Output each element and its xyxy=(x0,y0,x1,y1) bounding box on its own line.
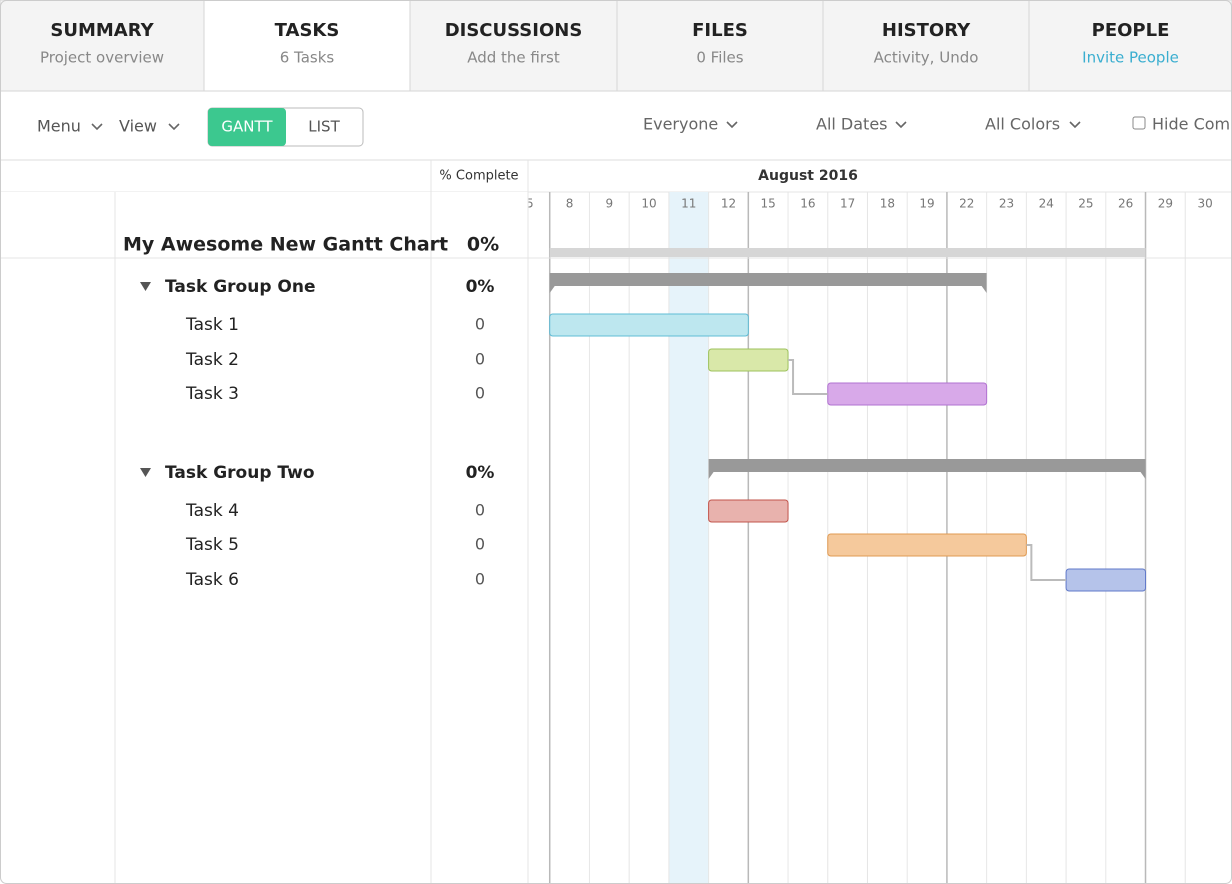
tab-subtitle: Add the first xyxy=(467,49,560,67)
dependency-line xyxy=(788,359,828,395)
day-label: 26 xyxy=(1118,197,1133,211)
tab-subtitle: 0 Files xyxy=(696,49,743,67)
task-complete: 0 xyxy=(475,501,485,520)
task-name[interactable]: Task 3 xyxy=(185,384,239,404)
day-label: 11 xyxy=(681,197,696,211)
day-label: 18 xyxy=(880,197,895,211)
task-name[interactable]: Task 6 xyxy=(185,570,239,590)
menu-button[interactable]: Menu xyxy=(37,117,81,136)
day-label: 30 xyxy=(1197,197,1212,211)
day-label: 22 xyxy=(959,197,974,211)
task-bar[interactable] xyxy=(549,313,749,337)
hide-completed-checkbox[interactable] xyxy=(1132,116,1146,130)
tab[interactable] xyxy=(0,0,205,92)
day-label: 19 xyxy=(919,197,934,211)
project-complete: 0% xyxy=(467,234,499,256)
day-label: 24 xyxy=(1039,197,1054,211)
task-bar[interactable] xyxy=(708,348,789,372)
chevron xyxy=(168,123,180,131)
tab-title[interactable]: DISCUSSIONS xyxy=(445,20,583,41)
group-bar xyxy=(549,273,987,293)
tab-title[interactable]: HISTORY xyxy=(882,20,971,41)
day-label: 16 xyxy=(800,197,815,211)
complete-header: % Complete xyxy=(439,169,518,184)
project-name: My Awesome New Gantt Chart xyxy=(123,234,448,256)
day-label: 10 xyxy=(641,197,656,211)
dependency-line xyxy=(1026,544,1067,581)
task-complete: 0 xyxy=(475,535,485,554)
group-name[interactable]: Task Group One xyxy=(165,277,316,297)
group-bar xyxy=(708,459,1146,479)
gantt-toggle-label[interactable]: GANTT xyxy=(221,118,273,136)
day-label: 15 xyxy=(761,197,776,211)
gantt-toggle[interactable] xyxy=(208,108,286,146)
task-name[interactable]: Task 1 xyxy=(185,315,239,335)
task-name[interactable]: Task 2 xyxy=(185,350,239,370)
filter-dropdown[interactable]: Everyone xyxy=(643,115,718,134)
task-complete: 0 xyxy=(475,570,485,589)
day-label: 29 xyxy=(1158,197,1173,211)
task-complete: 0 xyxy=(475,384,485,403)
view-button[interactable]: View xyxy=(119,117,157,136)
filter-dropdown[interactable]: All Colors xyxy=(985,115,1060,134)
hide-completed-label[interactable]: Hide Completed xyxy=(1152,115,1232,134)
day-label: 25 xyxy=(1078,197,1093,211)
chevron xyxy=(726,121,738,129)
task-name[interactable]: Task 4 xyxy=(185,501,239,521)
tab-subtitle: Project overview xyxy=(40,49,164,67)
task-bar[interactable] xyxy=(1065,568,1147,592)
task-bar[interactable] xyxy=(708,499,789,523)
tab[interactable] xyxy=(1028,0,1232,92)
tab-title[interactable]: SUMMARY xyxy=(50,20,154,41)
day-label: 8 xyxy=(566,197,574,211)
tab[interactable] xyxy=(822,0,1030,92)
tab[interactable] xyxy=(409,0,618,92)
chevron xyxy=(91,123,103,131)
tab[interactable] xyxy=(203,0,411,92)
tab-subtitle: 6 Tasks xyxy=(280,49,335,67)
group-complete: 0% xyxy=(466,277,495,297)
day-label: 5 xyxy=(526,197,534,211)
day-label: 9 xyxy=(605,197,613,211)
task-bar[interactable] xyxy=(827,382,988,406)
day-label-mask xyxy=(0,192,528,216)
tab-title[interactable]: FILES xyxy=(692,20,748,41)
collapse-toggle[interactable] xyxy=(140,282,151,291)
task-complete: 0 xyxy=(475,315,485,334)
today-highlight xyxy=(668,192,709,884)
tab[interactable] xyxy=(616,0,824,92)
tab-subtitle: Activity, Undo xyxy=(874,49,979,67)
task-bar[interactable] xyxy=(827,533,1027,557)
collapse-toggle[interactable] xyxy=(140,468,151,477)
filter-dropdown[interactable]: All Dates xyxy=(816,115,888,134)
day-label: 17 xyxy=(840,197,855,211)
group-complete: 0% xyxy=(466,463,495,483)
tab-title[interactable]: PEOPLE xyxy=(1092,20,1170,41)
project-bar xyxy=(549,248,1146,257)
day-label: 23 xyxy=(999,197,1014,211)
day-label: 12 xyxy=(721,197,736,211)
chevron xyxy=(895,121,907,129)
tab-subtitle[interactable]: Invite People xyxy=(1082,49,1179,67)
chevron xyxy=(1069,121,1081,129)
task-name[interactable]: Task 5 xyxy=(185,535,239,555)
month-label: August 2016 xyxy=(758,168,858,184)
task-complete: 0 xyxy=(475,350,485,369)
tab-title[interactable]: TASKS xyxy=(275,20,340,41)
list-toggle-label[interactable]: LIST xyxy=(308,118,340,136)
group-name[interactable]: Task Group Two xyxy=(165,463,315,483)
